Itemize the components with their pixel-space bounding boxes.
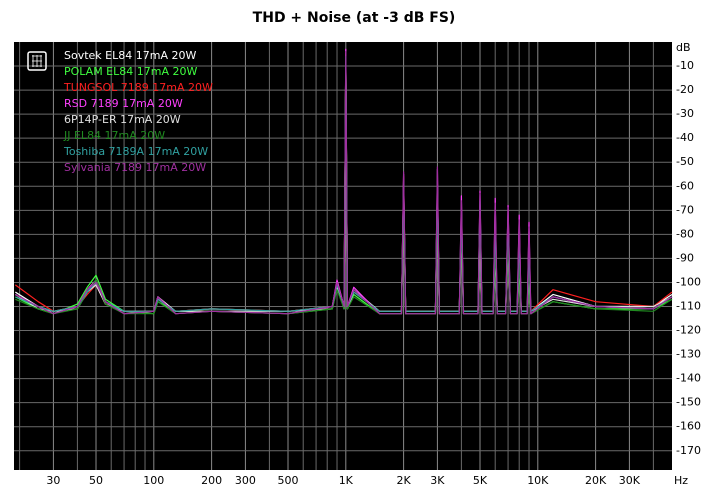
y-tick-label: -30 [676,107,694,120]
y-tick-label: -70 [676,203,694,216]
y-tick-label: -160 [676,420,701,433]
x-tick-label: 5K [473,474,488,487]
legend-icon [27,51,47,71]
legend-label: JJ EL84 17mA 20W [63,129,165,142]
y-axis-label: dB [676,41,691,54]
y-tick-label: -140 [676,372,701,385]
x-tick-label: 50 [89,474,103,487]
series-line [15,51,673,315]
y-tick-label: -40 [676,131,694,144]
y-tick-label: -150 [676,396,701,409]
legend-label: Sovtek EL84 17mA 20W [64,49,196,62]
y-tick-label: -90 [676,251,694,264]
y-tick-label: -170 [676,444,701,457]
legend-label: RSD 7189 17mA 20W [64,97,183,110]
x-tick-label: 200 [201,474,222,487]
legend-label: POLAM EL84 17mA 20W [64,65,197,78]
x-tick-label: 100 [143,474,164,487]
x-axis-label: Hz [674,474,688,487]
x-tick-label: 3K [430,474,445,487]
legend-label: 6P14P-ER 17mA 20W [64,113,181,126]
y-tick-label: -110 [676,299,701,312]
y-tick-label: -50 [676,155,694,168]
legend-label: Sylvania 7189 17mA 20W [64,161,206,174]
chart-title: THD + Noise (at -3 dB FS) [253,10,456,26]
y-tick-label: -120 [676,324,701,337]
plot-layer [14,42,673,470]
x-tick-label: 500 [278,474,299,487]
x-tick-label: 2K [396,474,411,487]
x-tick-label: 1K [339,474,354,487]
x-tick-label: 300 [235,474,256,487]
y-tick-label: -100 [676,275,701,288]
x-tick-label: 30 [46,474,60,487]
y-tick-label: -10 [676,59,694,72]
legend-label: TUNGSOL 7189 17mA 20W [63,81,213,94]
x-tick-label: 20K [585,474,607,487]
x-tick-label: 30K [619,474,641,487]
y-tick-label: -80 [676,227,694,240]
y-tick-label: -130 [676,348,701,361]
y-tick-label: -20 [676,83,694,96]
legend-label: Toshiba 7189A 17mA 20W [63,145,208,158]
x-tick-label: 10K [527,474,549,487]
y-tick-label: -60 [676,179,694,192]
